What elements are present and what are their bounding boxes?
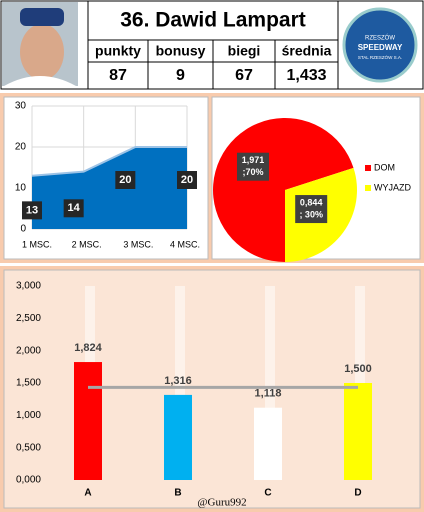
- y-tick-label: 2,000: [16, 345, 41, 356]
- player-name: 36. Dawid Lampart: [120, 9, 306, 32]
- logo-text: STAL RZESZÓW S.A.: [358, 54, 402, 60]
- y-tick-label: 0: [20, 224, 26, 235]
- label-box: [115, 171, 136, 189]
- y-tick-label: 0,000: [16, 475, 41, 486]
- label-box: [22, 201, 42, 220]
- legend-swatch: [365, 165, 371, 171]
- data-label: 14: [68, 202, 81, 214]
- y-tick-label: 10: [15, 183, 27, 194]
- photo-shirt: [4, 76, 76, 86]
- y-tick-label: 30: [15, 101, 27, 112]
- y-tick-label: 20: [15, 142, 27, 153]
- x-tick-label: D: [354, 488, 361, 499]
- label-box: [295, 195, 328, 224]
- photo-face: [20, 24, 64, 80]
- bar: [344, 383, 372, 480]
- data-label: 20: [119, 174, 131, 186]
- stat-value: 9: [176, 67, 185, 84]
- x-tick-label: A: [84, 488, 91, 499]
- logo-text: SPEEDWAY: [358, 43, 403, 52]
- y-tick-label: 1,500: [16, 378, 41, 389]
- legend-swatch: [365, 185, 371, 191]
- label-box: [177, 171, 197, 189]
- stat-value: 1,433: [286, 67, 326, 84]
- y-tick-label: 0,500: [16, 442, 41, 453]
- x-tick-label: 2 MSC.: [72, 239, 102, 249]
- area-edge: [31, 146, 187, 177]
- data-label: 20: [181, 174, 193, 186]
- y-tick-label: 1,000: [16, 410, 41, 421]
- watermark: @Guru992: [197, 497, 246, 509]
- data-label: 1,971: [242, 155, 265, 165]
- y-tick-label: 3,000: [16, 281, 41, 292]
- data-label: 13: [26, 204, 38, 216]
- logo-text: RZESZÓW: [365, 35, 395, 42]
- stat-label: biegi: [228, 43, 261, 59]
- legend-label: DOM: [374, 162, 395, 172]
- x-tick-label: 4 MSC.: [170, 239, 200, 249]
- stat-value: 67: [235, 67, 253, 84]
- y-tick-label: 2,500: [16, 313, 41, 324]
- stat-label: średnia: [282, 43, 332, 59]
- label-box: [236, 152, 269, 181]
- data-label: 1,316: [164, 375, 192, 387]
- data-label: 1,500: [344, 363, 372, 375]
- x-tick-label: 3 MSC.: [123, 239, 153, 249]
- data-label: ;70%: [242, 167, 263, 177]
- x-tick-label: C: [264, 488, 271, 499]
- stat-label: bonusy: [156, 43, 206, 59]
- legend-label: WYJAZD: [374, 182, 411, 192]
- x-tick-label: 1 MSC.: [22, 239, 52, 249]
- bar: [254, 407, 282, 480]
- bar: [74, 362, 102, 480]
- data-label: 0,844: [300, 197, 323, 207]
- photo-cap: [20, 8, 64, 26]
- stat-value: 87: [109, 67, 127, 84]
- stat-label: punkty: [95, 43, 141, 59]
- x-tick-label: B: [174, 488, 181, 499]
- data-label: 1,118: [255, 388, 282, 400]
- data-label: 1,824: [74, 342, 102, 354]
- data-label: ; 30%: [299, 209, 323, 219]
- logo: [342, 7, 418, 83]
- label-box: [63, 199, 84, 218]
- bar: [164, 394, 192, 480]
